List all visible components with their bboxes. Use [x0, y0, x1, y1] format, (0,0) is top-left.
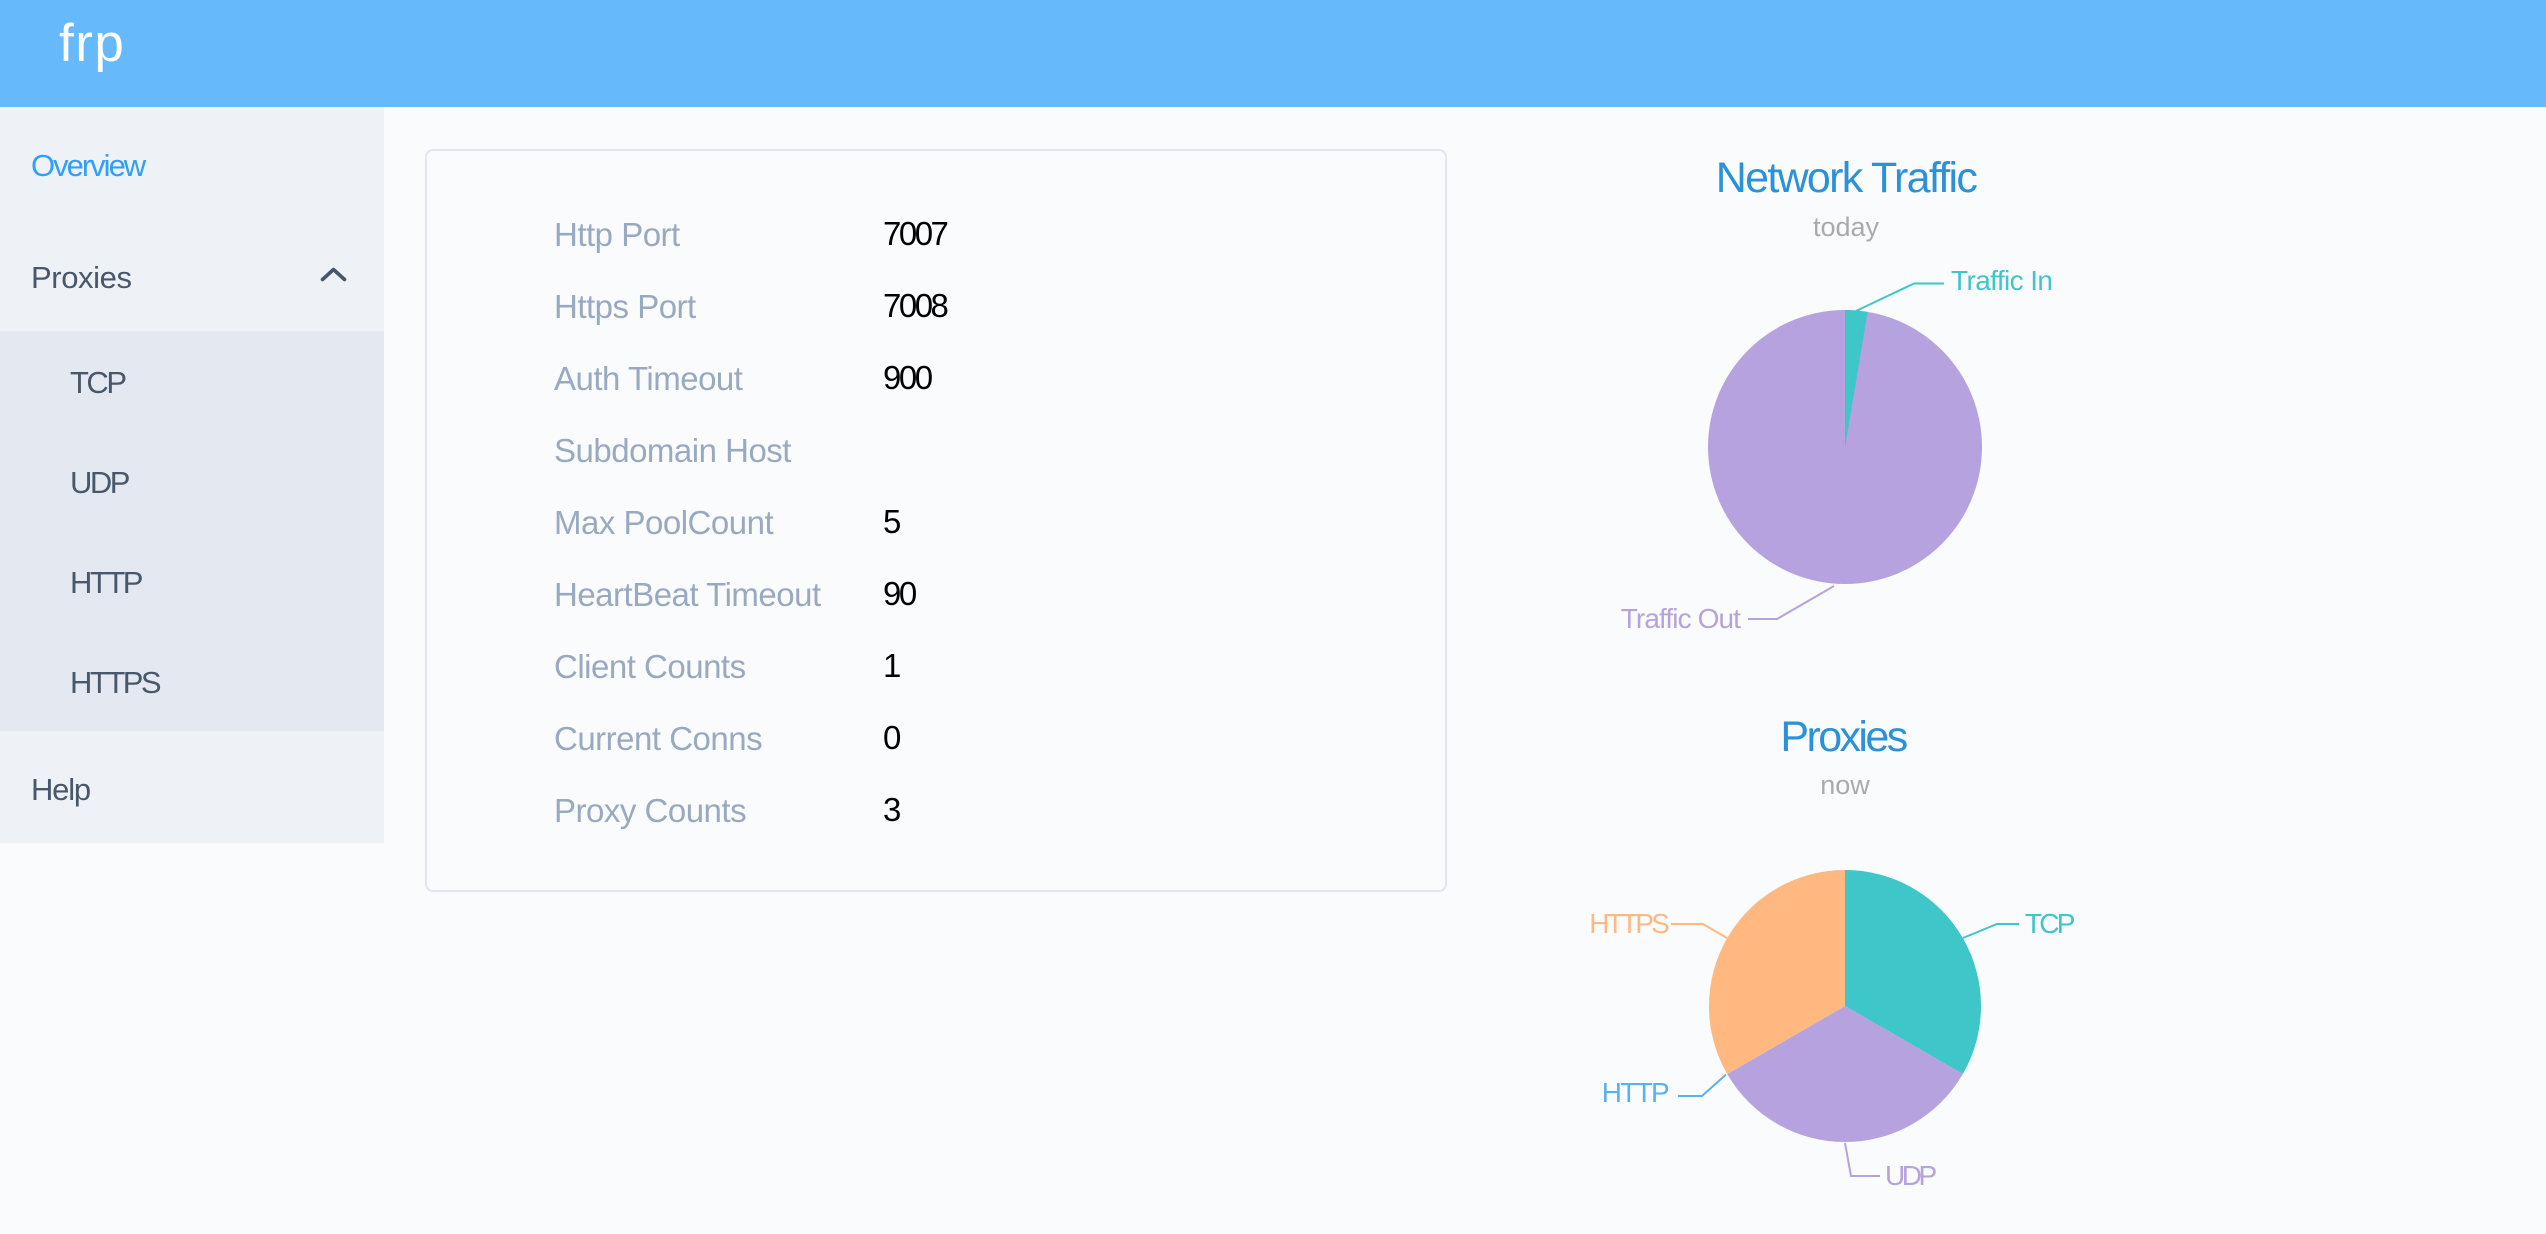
svg-text:Traffic In: Traffic In	[1951, 265, 2052, 296]
svg-text:UDP: UDP	[1885, 1160, 1936, 1191]
svg-text:today: today	[1813, 212, 1880, 242]
svg-text:now: now	[1820, 770, 1870, 800]
svg-text:Network Traffic: Network Traffic	[1716, 154, 1978, 202]
svg-text:TCP: TCP	[2025, 908, 2075, 939]
svg-text:HTTP: HTTP	[1602, 1077, 1669, 1108]
svg-text:Traffic Out: Traffic Out	[1621, 603, 1741, 634]
svg-text:Proxies: Proxies	[1780, 713, 1906, 761]
svg-text:HTTPS: HTTPS	[1589, 908, 1669, 939]
